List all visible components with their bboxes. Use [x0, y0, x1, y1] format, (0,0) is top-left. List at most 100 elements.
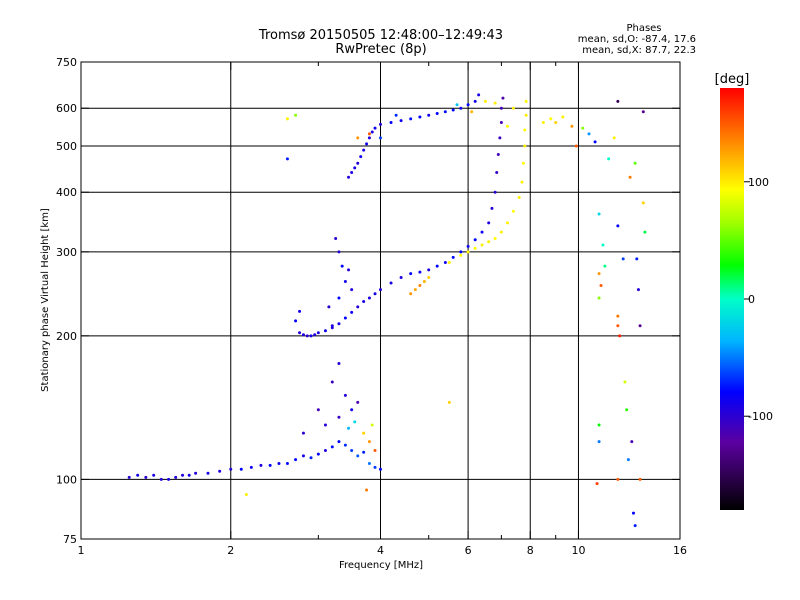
echo-point [607, 157, 611, 161]
echo-point [616, 477, 620, 481]
echo-point [249, 465, 253, 469]
echo-point [347, 426, 351, 430]
echo-point [389, 281, 393, 285]
echo-point [294, 319, 298, 323]
axes: 1 2 4 6 8 10 16 75 100 200 300 400 500 600 750 [56, 56, 687, 557]
y-tick-label: 500 [56, 140, 77, 153]
echo-point [367, 296, 371, 300]
echo-point [305, 334, 309, 338]
echo-point [520, 180, 524, 184]
echo-point [298, 331, 302, 335]
echo-point [136, 473, 140, 477]
echo-point [399, 119, 403, 123]
echo-point [127, 475, 131, 479]
echo-point [505, 124, 509, 128]
echo-point [330, 380, 334, 384]
echo-point [618, 334, 622, 338]
echo-point [350, 288, 354, 292]
echo-point [427, 113, 431, 117]
x-tick-label: 2 [227, 544, 234, 557]
echo-point [362, 450, 366, 454]
echo-point [641, 201, 645, 205]
echo-point [499, 121, 503, 125]
echo-point [343, 279, 347, 283]
echo-point [625, 408, 629, 412]
echo-point [603, 264, 607, 268]
echo-point [418, 115, 422, 119]
echo-point [301, 333, 305, 337]
echo-point [511, 209, 515, 213]
echo-point [334, 236, 338, 240]
echo-point [459, 253, 463, 257]
echo-point [229, 467, 233, 471]
chart-subtitle: RwPretec (8p) [335, 42, 426, 57]
echo-point [447, 260, 451, 264]
echo-point [616, 224, 620, 228]
y-axis-label: Stationary phase Virtual Height [km] [40, 208, 51, 392]
echo-point [523, 128, 527, 132]
echo-point [413, 288, 417, 292]
echo-point [466, 244, 470, 248]
echo-point [373, 448, 377, 452]
echo-point [259, 463, 263, 467]
echo-point [480, 243, 484, 247]
echo-point [427, 268, 431, 272]
echo-point [487, 221, 491, 225]
echo-point [350, 408, 354, 412]
y-tick-label: 200 [56, 330, 77, 343]
echo-point [511, 106, 515, 110]
echo-point [517, 195, 521, 199]
echo-point [409, 117, 413, 121]
echo-point [340, 264, 344, 268]
y-tick-label: 75 [63, 533, 77, 546]
echo-point [418, 270, 422, 274]
echo-point [373, 126, 377, 130]
echo-point [268, 463, 272, 467]
echo-point [616, 99, 620, 103]
echo-point [612, 136, 616, 140]
echo-point [499, 106, 503, 110]
echo-point [628, 175, 632, 179]
echo-point [343, 316, 347, 320]
phase-info-x: mean, sd,X: 87.7, 22.3 [582, 45, 696, 56]
echo-point [394, 113, 398, 117]
echo-point [367, 461, 371, 465]
echo-point [337, 322, 341, 326]
echo-point [561, 115, 565, 119]
echo-point [356, 136, 360, 140]
echo-point [631, 511, 635, 515]
echo-point [350, 170, 354, 174]
echo-point [285, 117, 289, 121]
echo-point [298, 309, 302, 313]
colorbar-tick-label: -100 [748, 410, 773, 423]
echo-point [498, 136, 502, 140]
echo-point [443, 260, 447, 264]
echo-point [477, 93, 481, 97]
echo-point [521, 161, 525, 165]
echo-point [641, 110, 645, 114]
echo-point [379, 467, 382, 471]
echo-point [626, 458, 630, 462]
echo-point [418, 283, 422, 287]
echo-point [350, 448, 354, 452]
echo-point [593, 140, 597, 144]
echo-point [181, 473, 185, 477]
echo-point [343, 393, 347, 397]
echo-point [473, 99, 477, 103]
echo-point [379, 136, 382, 140]
chart-title: Tromsø 20150505 12:48:00–12:49:43 [258, 28, 503, 43]
echo-point [343, 443, 347, 447]
echo-point [294, 458, 298, 462]
echo-point [470, 110, 474, 114]
echo-point [490, 206, 494, 210]
echo-point [316, 408, 320, 412]
echo-point [459, 250, 463, 254]
echo-point [356, 400, 360, 404]
echo-point [323, 448, 327, 452]
echo-point [623, 380, 627, 384]
echo-point [362, 431, 366, 435]
echo-point [347, 175, 351, 179]
echo-point [447, 400, 451, 404]
echo-point [633, 524, 637, 528]
data-points [127, 93, 647, 528]
